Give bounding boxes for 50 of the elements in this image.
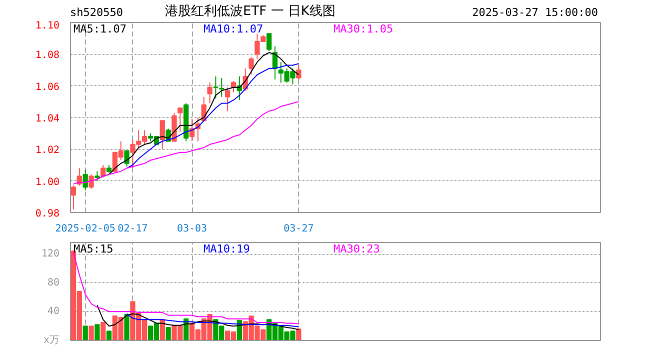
text: sh520550 [70,5,123,21]
x-tick-label: 02-17 [118,224,148,234]
y-tick-label: 1.00 [35,176,60,188]
line-series [96,304,300,330]
candlestick [224,86,230,112]
x-tick-label: 03-27 [284,224,314,234]
chart-title: 港股红利低波ETF 一 日K线图 [165,3,336,21]
text: MA10:1.07 [204,22,264,36]
candlestick [160,120,165,150]
y-tick-label: 120 [41,248,60,260]
x-tick-label: 03-03 [176,224,208,234]
candlestick [88,174,94,190]
candlestick [94,170,100,182]
candlestick [70,185,76,210]
line-series [126,313,300,328]
text: 2025-03-27 15:00:00 [472,5,598,21]
candlestick [248,56,254,76]
bar [88,326,94,340]
text: MA5:1.07 [74,22,126,36]
candlestick [296,64,302,80]
y-tick-label: x万 [43,335,60,346]
text: MA10:19 [204,242,250,256]
candlestick [219,77,224,98]
y-tick-label: 1.10 [35,20,60,32]
y-tick-label: 1.04 [35,114,60,124]
bar [94,324,100,340]
bar [100,322,106,340]
text: MA30:23 [334,242,380,256]
y-tick-label: 1.06 [35,82,60,93]
candlestick [82,169,88,191]
candlestick [266,33,272,52]
candlestick [207,82,212,104]
candlestick [213,76,218,99]
text: MA30:1.05 [334,22,394,36]
y-tick-label: 0.98 [35,208,60,220]
y-tick-label: 1.02 [35,145,60,156]
bar [296,328,302,340]
y-tick-label: 80 [47,277,60,288]
line-series [72,252,300,324]
bar [124,314,130,340]
text: MA5:15 [74,242,114,256]
candlestick [124,150,130,168]
bar [82,326,88,340]
y-tick-label: 40 [47,306,60,318]
y-tick-label: 1.08 [35,50,60,62]
candlestick [100,164,106,178]
candlestick [178,108,183,132]
bar [106,330,112,340]
bar [166,327,171,340]
x-tick-label: 2025-02-05 [55,224,116,234]
